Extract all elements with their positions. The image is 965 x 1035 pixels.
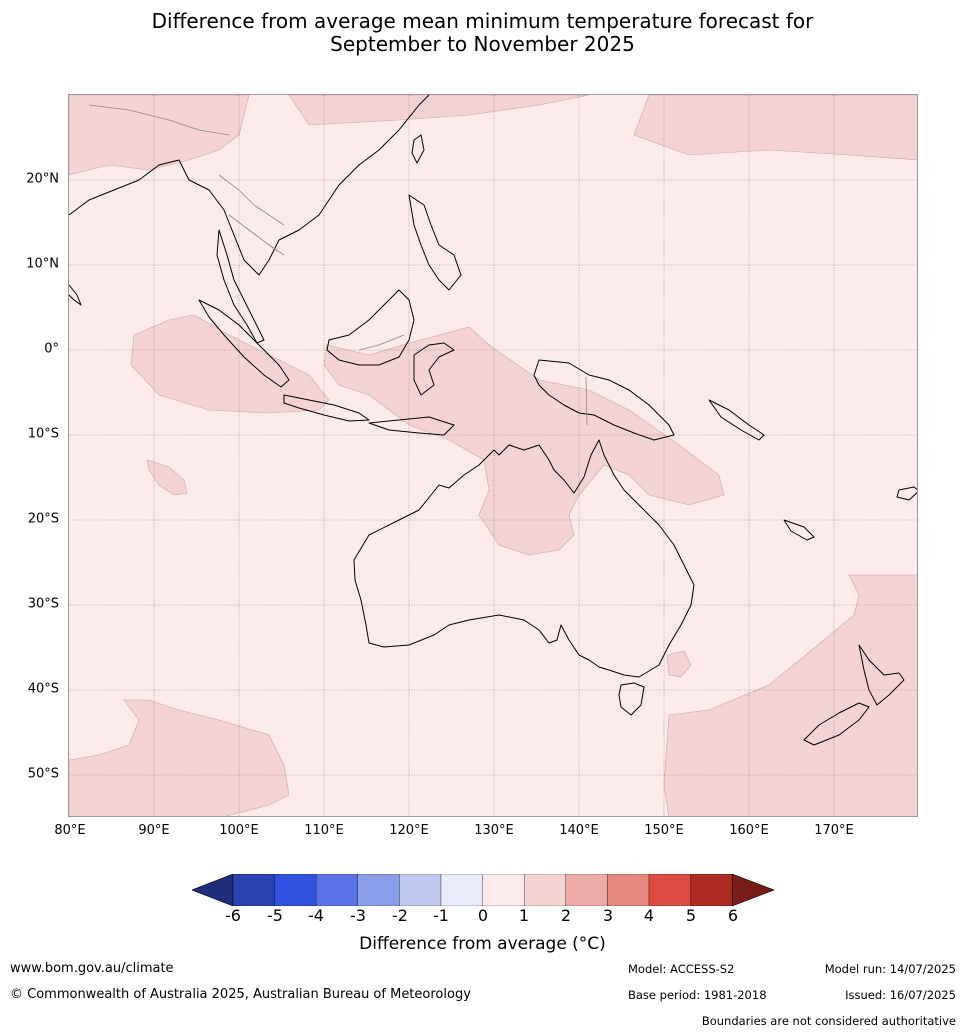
model-run-date: Model run: 14/07/2025 (824, 962, 956, 976)
lat-label-10n: 10°N (26, 256, 59, 272)
colorbar-tick: -1 (433, 906, 449, 925)
lon-label-100e: 100°E (219, 823, 259, 838)
colorbar-arrow-low (192, 874, 234, 906)
gridlines (69, 95, 917, 816)
anomaly-region-small-west (146, 459, 188, 496)
borneo-coastline (326, 289, 415, 366)
lat-label-20s: 20°S (27, 511, 59, 527)
colorbar-swatch (399, 874, 442, 906)
java-coastline (283, 394, 370, 422)
lon-label-140e: 140°E (559, 823, 599, 838)
lon-label-130e: 130°E (474, 823, 514, 838)
anomaly-region-south-west (69, 699, 290, 816)
anomaly-region-pacific (633, 95, 917, 161)
colorbar-tick: 0 (477, 906, 489, 925)
colorbar-swatch (232, 874, 275, 906)
anomaly-region-north (288, 95, 590, 126)
asia-mainland-coastline (69, 95, 430, 276)
issued-date: Issued: 16/07/2025 (845, 988, 956, 1002)
colorbar-tick: 6 (727, 906, 739, 925)
colorbar-swatch (565, 874, 608, 906)
lon-label-120e: 120°E (389, 823, 429, 838)
lat-label-30s: 30°S (27, 596, 59, 612)
lon-label-160e: 160°E (729, 823, 769, 838)
website-link[interactable]: www.bom.gov.au/climate (10, 961, 174, 976)
colorbar-tick: -3 (350, 906, 366, 925)
colorbar-tick: 5 (685, 906, 697, 925)
anomaly-region-indonesia (323, 326, 725, 556)
base-period: Base period: 1981-2018 (628, 988, 767, 1002)
colorbar-swatches (192, 874, 774, 906)
map-canvas (69, 95, 917, 816)
map-title: Difference from average mean minimum tem… (0, 10, 965, 56)
colorbar-tick: -2 (392, 906, 408, 925)
anomaly-regions (69, 95, 917, 816)
lon-label-170e: 170°E (814, 823, 854, 838)
colorbar-tick: 3 (602, 906, 614, 925)
copyright-text: © Commonwealth of Australia 2025, Austra… (10, 987, 471, 1002)
coastlines (69, 95, 917, 746)
philippines-coastline (408, 194, 462, 291)
colorbar-swatch (482, 874, 525, 906)
anomaly-region-asia (69, 95, 250, 176)
solomon-islands-coastline (708, 399, 765, 441)
colorbar-tick: -5 (267, 906, 283, 925)
colorbar-swatch (440, 874, 483, 906)
lon-label-110e: 110°E (304, 823, 344, 838)
lat-label-50s: 50°S (27, 766, 59, 782)
india-tip-coastline (69, 284, 82, 306)
colorbar-swatch (607, 874, 650, 906)
colorbar-arrow-high (731, 874, 774, 906)
colorbar-tick: -4 (308, 906, 324, 925)
colorbar-tick: -6 (225, 906, 241, 925)
lesser-sunda-coastline (368, 416, 455, 436)
fiji-coastline (896, 486, 917, 501)
colorbar-swatch (316, 874, 358, 906)
colorbar-tick: 4 (643, 906, 655, 925)
malay-peninsula-coastline (216, 229, 265, 344)
new-zealand-north-coastline (858, 644, 905, 706)
colorbar-swatch (648, 874, 691, 906)
sumatra-coastline (198, 299, 290, 388)
colorbar-swatch (690, 874, 733, 906)
model-name: Model: ACCESS-S2 (628, 962, 735, 976)
country-borders (88, 104, 588, 426)
title-line-2: September to November 2025 (330, 32, 635, 56)
anomaly-region-tasman (663, 574, 917, 816)
lat-label-20n: 20°N (26, 171, 59, 187)
colorbar-swatch (524, 874, 566, 906)
colorbar-tick: 1 (518, 906, 530, 925)
colorbar-legend (192, 874, 774, 906)
taiwan-coastline (411, 134, 425, 164)
colorbar-swatch (357, 874, 400, 906)
lon-label-90e: 90°E (138, 823, 170, 838)
title-line-1: Difference from average mean minimum tem… (151, 9, 814, 33)
new-guinea-coastline (533, 359, 675, 441)
colorbar-tick: 2 (560, 906, 572, 925)
anomaly-region-tasmania-east (666, 650, 692, 678)
forecast-map (68, 94, 918, 817)
lat-label-equator: 0° (44, 341, 59, 357)
colorbar-title: Difference from average (°C) (359, 934, 606, 954)
sulawesi-coastline (413, 342, 455, 396)
anomaly-region-indian-ocean (130, 314, 330, 414)
lon-label-150e: 150°E (644, 823, 684, 838)
lat-label-40s: 40°S (27, 681, 59, 697)
new-zealand-south-coastline (803, 702, 870, 746)
colorbar-swatch (274, 874, 317, 906)
lon-label-80e: 80°E (54, 823, 86, 838)
lat-label-10s: 10°S (27, 426, 59, 442)
australia-coastline (353, 439, 695, 678)
new-caledonia-coastline (783, 519, 815, 541)
boundaries-disclaimer: Boundaries are not considered authoritat… (701, 1014, 956, 1028)
tasmania-coastline (618, 682, 645, 716)
